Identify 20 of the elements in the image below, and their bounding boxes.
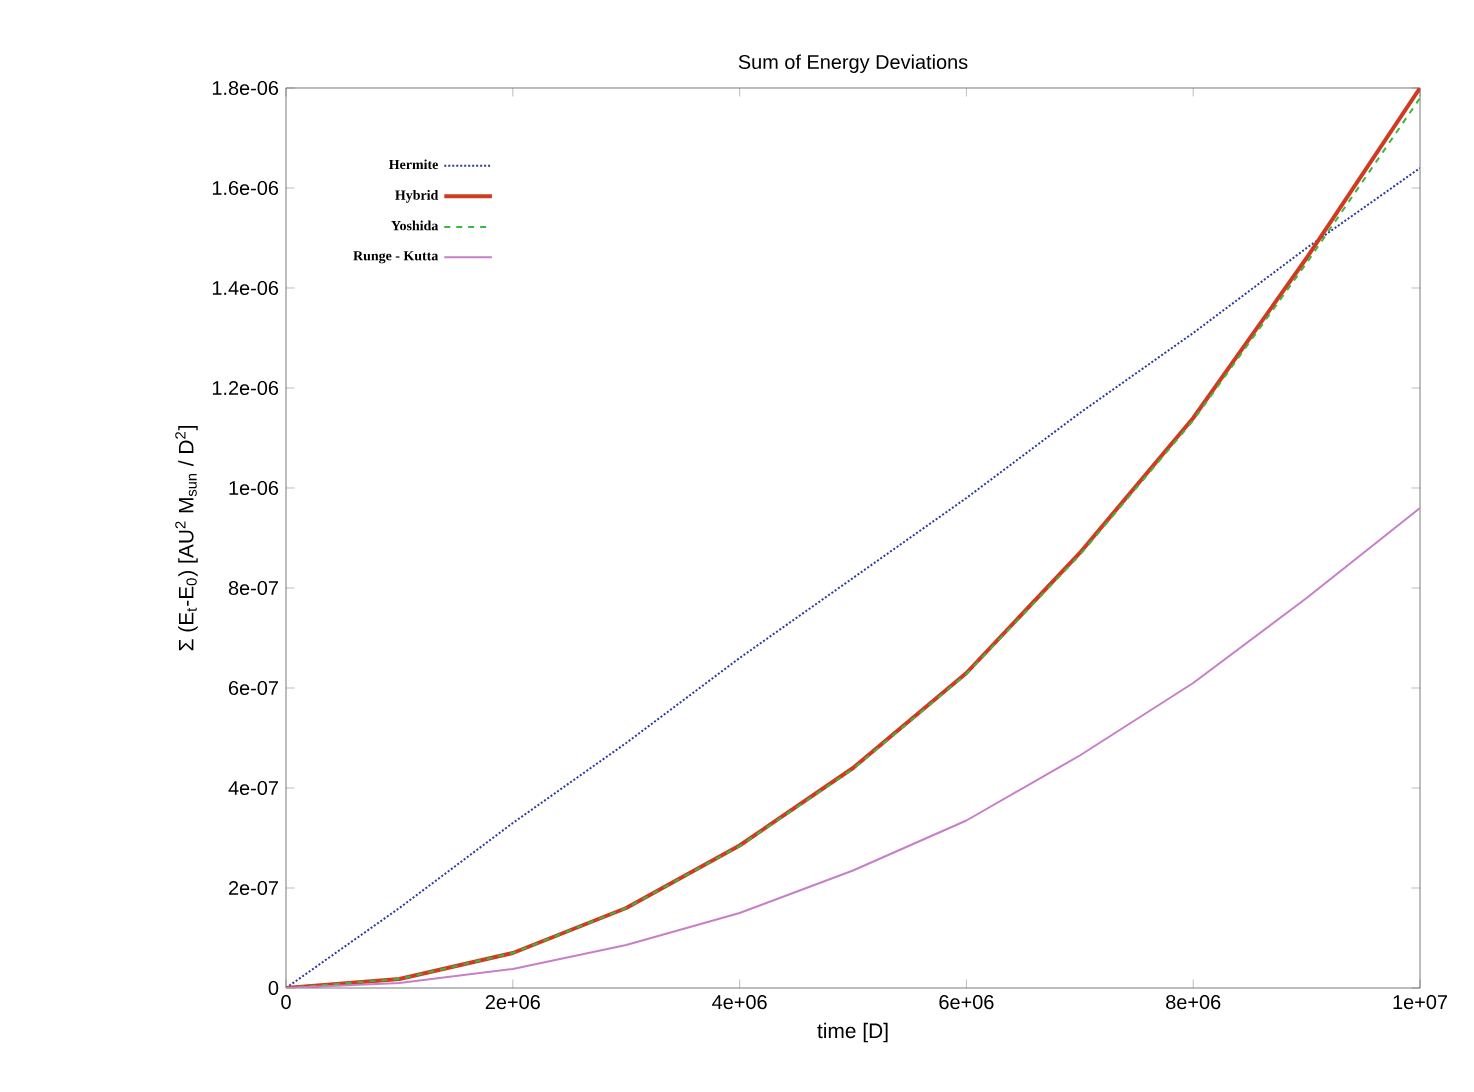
line-series xyxy=(286,506,1421,988)
x-tick-label: 6e+06 xyxy=(939,995,994,1010)
x-tick-label: 0 xyxy=(281,995,291,1010)
y-tick-label: 0 xyxy=(268,980,279,996)
y-tick-label: 1.4e-06 xyxy=(212,280,279,296)
x-tick-label: 4e+06 xyxy=(712,995,767,1010)
y-tick-label: 1e-06 xyxy=(229,480,279,496)
text: Σ (E$_{t}$-E$_{0}$) [AU$^{2}$ M$_{sun}$ / D$^{2}$] xyxy=(175,426,198,651)
y-tick-label: 1.2e-06 xyxy=(212,380,279,396)
x-tick-label: 1e+07 xyxy=(1393,995,1447,1010)
y-tick-label: 4e-07 xyxy=(228,780,278,796)
y-tick-label: 1.8e-06 xyxy=(212,80,279,96)
chart-title: Sum of Energy Deviations xyxy=(738,54,968,73)
y-tick-label: 8e-07 xyxy=(228,580,278,596)
y-tick-label: 2e-07 xyxy=(229,880,278,896)
y-tick-label: 1.6e-06 xyxy=(212,180,279,196)
x-tick-label: 2e+06 xyxy=(485,995,540,1010)
x-axis-title: time [D] xyxy=(817,1022,888,1043)
y-tick-label: 6e-07 xyxy=(229,680,278,696)
x-tick-label: 8e+06 xyxy=(1166,995,1221,1010)
